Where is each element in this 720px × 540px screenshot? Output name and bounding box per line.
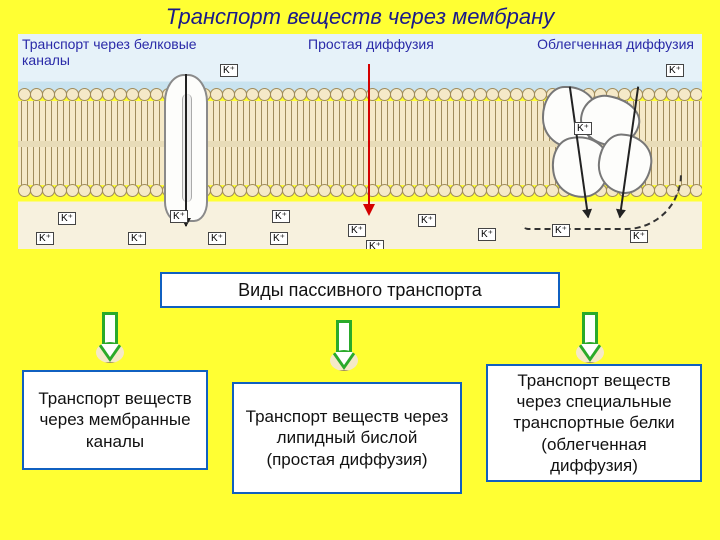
potassium-ion: K⁺	[418, 214, 436, 227]
potassium-ion: K⁺	[270, 232, 288, 245]
label-channel-transport: Транспорт через белковые каналы	[22, 36, 202, 68]
simple-diffusion-arrow	[368, 64, 370, 214]
potassium-ion: K⁺	[170, 210, 188, 223]
membrane-diagram: Транспорт через белковые каналы Простая …	[18, 34, 702, 249]
flow-arrow-icon	[96, 312, 124, 366]
potassium-ion: K⁺	[36, 232, 54, 245]
flow-box-text: Транспорт веществ через липидный бислой …	[244, 406, 450, 470]
flow-arrow-icon	[330, 320, 358, 374]
potassium-ion: K⁺	[574, 122, 592, 135]
potassium-ion: K⁺	[58, 212, 76, 225]
label-simple-diffusion: Простая диффузия	[308, 36, 434, 52]
potassium-ion: K⁺	[666, 64, 684, 77]
flow-box-text: Транспорт веществ через специальные тран…	[498, 370, 690, 476]
label-facilitated-diffusion: Облегченная диффузия	[537, 36, 694, 52]
potassium-ion: K⁺	[552, 224, 570, 237]
flow-box-channels: Транспорт веществ через мембранные канал…	[22, 370, 208, 470]
flow-arrow-icon	[576, 312, 604, 366]
potassium-ion: K⁺	[220, 64, 238, 77]
slide-title: Транспорт веществ через мембрану	[0, 0, 720, 30]
potassium-ion: K⁺	[630, 230, 648, 243]
potassium-ion: K⁺	[272, 210, 290, 223]
potassium-ion: K⁺	[478, 228, 496, 241]
flow-header-text: Виды пассивного транспорта	[238, 279, 482, 302]
potassium-ion: K⁺	[366, 240, 384, 249]
flow-box-text: Транспорт веществ через мембранные канал…	[34, 388, 196, 452]
potassium-ion: K⁺	[208, 232, 226, 245]
flow-box-facilitated-diffusion: Транспорт веществ через специальные тран…	[486, 364, 702, 482]
flow-box-simple-diffusion: Транспорт веществ через липидный бислой …	[232, 382, 462, 494]
slide-root: Транспорт веществ через мембрану Транспо…	[0, 0, 720, 540]
flow-header-box: Виды пассивного транспорта	[160, 272, 560, 308]
potassium-ion: K⁺	[128, 232, 146, 245]
carrier-return-path	[522, 174, 682, 230]
channel-arrow	[185, 74, 187, 226]
potassium-ion: K⁺	[348, 224, 366, 237]
